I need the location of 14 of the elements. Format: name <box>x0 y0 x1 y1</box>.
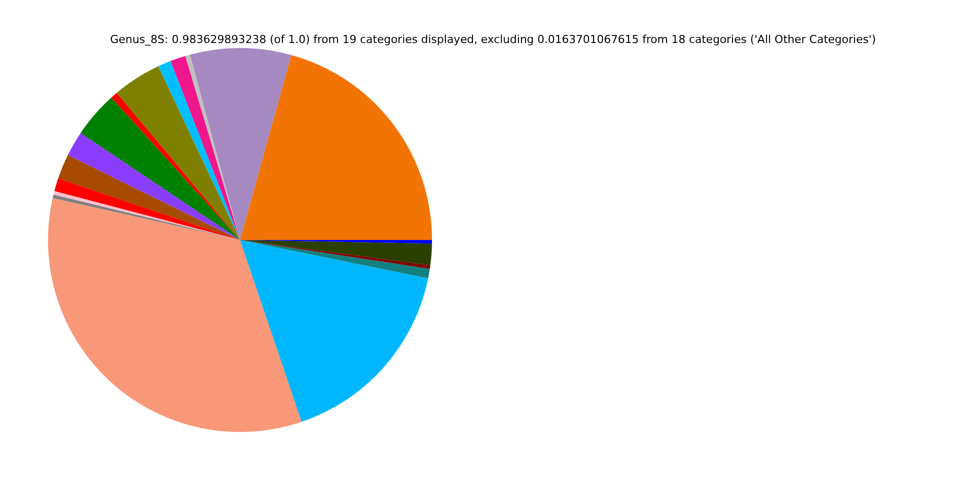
pie-slice <box>170 56 240 240</box>
pie-slice <box>240 240 430 278</box>
pie-slice <box>240 54 432 240</box>
pie-slice <box>48 198 302 432</box>
pie-slice <box>80 98 240 240</box>
pie-slice <box>58 154 240 240</box>
pie-slice <box>116 66 240 240</box>
pie-slice <box>68 133 240 240</box>
pie-slice <box>240 240 428 422</box>
pie-slice <box>158 61 240 240</box>
pie-slice <box>111 92 240 240</box>
text: Genus_8S: 0.983629893238 (of 1.0) from 19 categories displayed, excluding 0.0163701067615 from 18 categories ('All Other Categories') <box>110 33 876 46</box>
pie-slice <box>190 48 292 240</box>
pie-slice <box>54 178 240 240</box>
